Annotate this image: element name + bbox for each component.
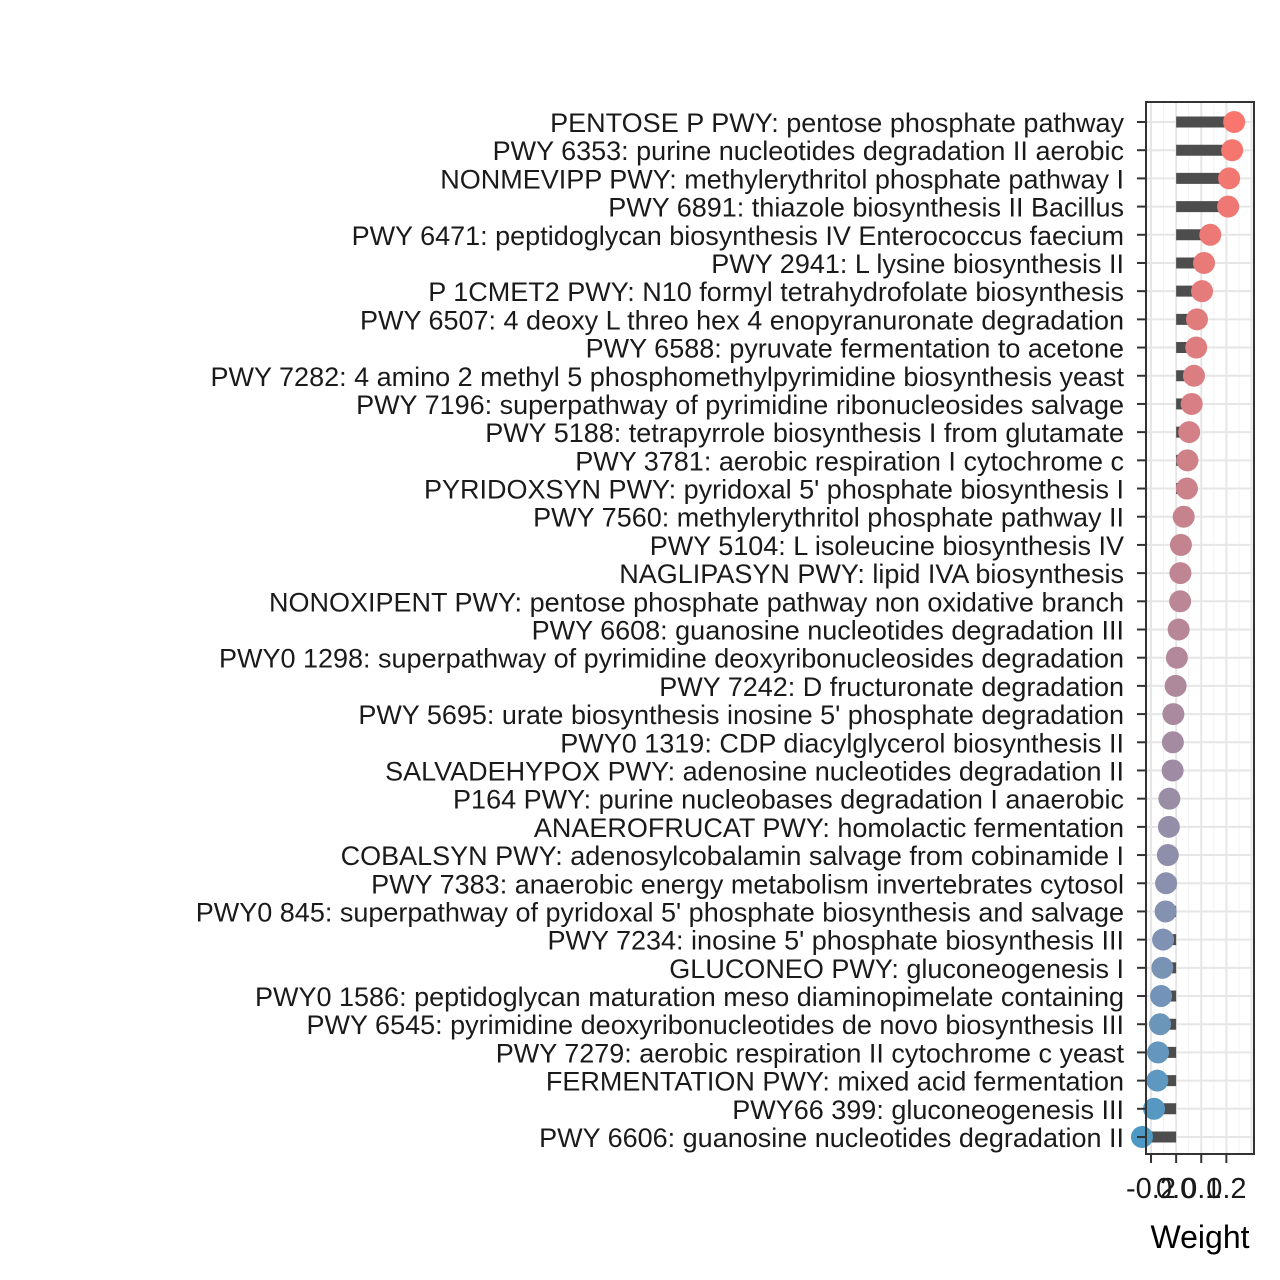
y-tick-label: PWY0 1298: superpathway of pyrimidine de… xyxy=(219,644,1124,674)
lollipop-point xyxy=(1167,618,1190,641)
y-tick-label: PWY 7282: 4 amino 2 methyl 5 phosphometh… xyxy=(211,362,1125,392)
y-tick-label: PWY 7242: D fructuronate degradation xyxy=(659,672,1124,702)
x-tick-label: 0.0 xyxy=(1156,1173,1196,1205)
lollipop-point xyxy=(1218,167,1241,190)
y-tick-label: PWY 6353: purine nucleotides degradation… xyxy=(493,136,1124,166)
y-tick-label: PWY0 845: superpathway of pyridoxal 5' p… xyxy=(196,897,1124,927)
y-tick-label: PYRIDOXSYN PWY: pyridoxal 5' phosphate b… xyxy=(424,475,1124,505)
lollipop-point xyxy=(1154,900,1177,923)
y-tick-label: FERMENTATION PWY: mixed acid fermentatio… xyxy=(546,1067,1124,1097)
lollipop-point xyxy=(1156,844,1179,867)
lollipop-point xyxy=(1221,139,1244,162)
y-tick-label: PWY0 1319: CDP diacylglycerol biosynthes… xyxy=(560,728,1124,758)
lollipop-point xyxy=(1176,449,1199,472)
y-tick-label: P 1CMET2 PWY: N10 formyl tetrahydrofolat… xyxy=(428,277,1124,307)
x-axis-ticks: -0.20.00.10.2 xyxy=(1126,1154,1247,1205)
lollipop-point xyxy=(1169,562,1192,585)
lollipop-point xyxy=(1169,590,1192,613)
y-tick-label: PWY 3781: aerobic respiration I cytochro… xyxy=(575,446,1124,476)
lollipop-point xyxy=(1162,703,1185,726)
lollipop-point xyxy=(1165,646,1188,669)
lollipop-point xyxy=(1175,477,1198,500)
y-tick-label: P164 PWY: purine nucleobases degradation… xyxy=(453,785,1124,815)
x-tick-label: -0.2 xyxy=(1126,1173,1176,1205)
lollipop-point xyxy=(1199,223,1222,246)
y-tick-label: PWY 5188: tetrapyrrole biosynthesis I fr… xyxy=(485,418,1124,448)
lollipop-point xyxy=(1152,928,1175,951)
lollipop-point xyxy=(1172,505,1195,528)
lollipop-point xyxy=(1161,759,1184,782)
x-tick-label: 0.1 xyxy=(1181,1173,1221,1205)
y-tick-label: ANAEROFRUCAT PWY: homolactic fermentatio… xyxy=(534,813,1124,843)
lollipop-point xyxy=(1143,1097,1166,1120)
y-tick-label: NONOXIPENT PWY: pentose phosphate pathwa… xyxy=(269,587,1124,617)
y-tick-label: GLUCONEO PWY: gluconeogenesis I xyxy=(669,954,1124,984)
y-tick-label: COBALSYN PWY: adenosylcobalamin salvage … xyxy=(341,841,1124,871)
lollipop-point xyxy=(1223,111,1246,133)
plot-panel-border xyxy=(1145,101,1255,1155)
lollipop-point xyxy=(1146,1069,1169,1092)
lollipop-point xyxy=(1182,364,1205,387)
lollipop-point xyxy=(1191,280,1214,303)
lollipop-point xyxy=(1185,308,1208,331)
y-tick-label: PWY 6606: guanosine nucleotides degradat… xyxy=(539,1123,1124,1153)
y-tick-label: PWY 2941: L lysine biosynthesis II xyxy=(711,249,1124,279)
lollipop-point xyxy=(1193,251,1216,274)
y-tick-label: PWY 6507: 4 deoxy L threo hex 4 enopyran… xyxy=(360,305,1124,335)
lollipop-points xyxy=(1130,111,1246,1148)
y-tick-label: SALVADEHYPOX PWY: adenosine nucleotides … xyxy=(385,756,1124,786)
lollipop-point xyxy=(1217,195,1240,218)
lollipop-point xyxy=(1180,392,1203,415)
lollipop-point xyxy=(1169,533,1192,556)
lollipop-point xyxy=(1155,872,1178,895)
x-axis-title: Weight xyxy=(1150,1219,1249,1255)
y-tick-label: PWY 7196: superpathway of pyrimidine rib… xyxy=(356,390,1124,420)
lollipop-point xyxy=(1161,731,1184,754)
y-tick-label: PWY 6471: peptidoglycan biosynthesis IV … xyxy=(352,221,1124,251)
y-tick-label: PWY 6891: thiazole biosynthesis II Bacil… xyxy=(608,193,1124,223)
y-tick-label: PENTOSE P PWY: pentose phosphate pathway xyxy=(550,108,1124,138)
lollipop-point xyxy=(1178,421,1201,444)
y-tick-label: PWY 7560: methylerythritol phosphate pat… xyxy=(533,503,1124,533)
x-tick-label: 0.2 xyxy=(1206,1173,1246,1205)
y-tick-label: PWY 5104: L isoleucine biosynthesis IV xyxy=(650,531,1124,561)
lollipop-point xyxy=(1164,674,1187,697)
y-tick-label: PWY 7234: inosine 5' phosphate biosynthe… xyxy=(547,926,1124,956)
lollipop-point xyxy=(1151,956,1174,979)
lollipop-point xyxy=(1158,787,1181,810)
lollipop-point xyxy=(1157,815,1180,838)
y-axis-ticks: PENTOSE P PWY: pentose phosphate pathway… xyxy=(196,108,1146,1153)
lollipop-point xyxy=(1185,336,1208,359)
lollipop-point xyxy=(1149,1013,1172,1036)
y-tick-label: PWY66 399: gluconeogenesis III xyxy=(732,1095,1124,1125)
y-tick-label: PWY 6608: guanosine nucleotides degradat… xyxy=(532,616,1124,646)
y-tick-label: PWY 7279: aerobic respiration II cytochr… xyxy=(496,1038,1125,1068)
y-tick-label: NAGLIPASYN PWY: lipid IVA biosynthesis xyxy=(619,559,1124,589)
y-tick-label: PWY 6545: pyrimidine deoxyribonucleotide… xyxy=(307,1010,1124,1040)
lollipop-point xyxy=(1150,985,1173,1008)
y-tick-label: PWY 6588: pyruvate fermentation to aceto… xyxy=(586,334,1124,364)
y-tick-label: PWY0 1586: peptidoglycan maturation meso… xyxy=(255,982,1124,1012)
y-tick-label: PWY 7383: anaerobic energy metabolism in… xyxy=(371,869,1124,899)
lollipop-point xyxy=(1147,1041,1170,1064)
y-tick-label: PWY 5695: urate biosynthesis inosine 5' … xyxy=(358,700,1124,730)
y-tick-label: NONMEVIPP PWY: methylerythritol phosphat… xyxy=(440,164,1124,194)
